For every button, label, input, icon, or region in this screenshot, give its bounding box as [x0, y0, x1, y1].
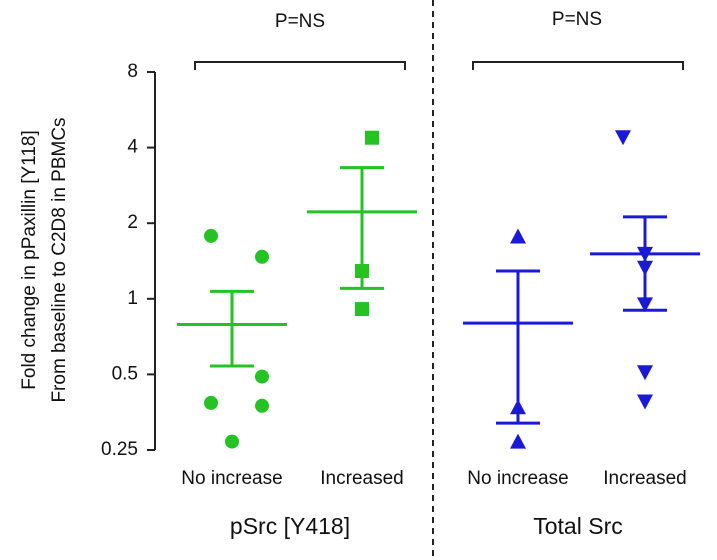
data-point	[255, 249, 269, 264]
y-tick-label: 8	[127, 61, 138, 82]
x-tick-label: Increased	[320, 468, 403, 489]
data-point	[255, 398, 269, 413]
y-tick-label: 0.25	[101, 439, 138, 460]
bracket	[194, 61, 406, 70]
data-point	[615, 130, 631, 146]
p-annotation: P=NS	[275, 11, 325, 32]
data-point	[204, 228, 218, 243]
data-point	[365, 130, 379, 145]
x-tick-label: No increase	[181, 468, 282, 489]
data-point	[255, 369, 269, 384]
group-label: Total Src	[533, 513, 622, 539]
data-point	[510, 433, 526, 449]
data-point	[204, 395, 218, 410]
x-tick-label: No increase	[467, 468, 568, 489]
data-point	[637, 365, 653, 381]
group-label: pSrc [Y418]	[230, 513, 350, 539]
bracket	[472, 61, 684, 70]
data-point	[637, 394, 653, 410]
y-axis-label: From baseline to C2D8 in PBMCs	[49, 117, 70, 402]
data-point	[510, 228, 526, 244]
y-axis-label: Fold change in pPaxillin [Y118]	[19, 130, 40, 389]
y-tick-label: 4	[127, 137, 138, 158]
data-point	[225, 434, 239, 449]
y-tick-label: 1	[127, 288, 138, 309]
y-tick-label: 2	[127, 212, 138, 233]
data-point	[355, 302, 369, 317]
p-annotation: P=NS	[552, 9, 602, 30]
y-tick-label: 0.5	[112, 363, 138, 384]
x-tick-label: Increased	[603, 468, 686, 489]
